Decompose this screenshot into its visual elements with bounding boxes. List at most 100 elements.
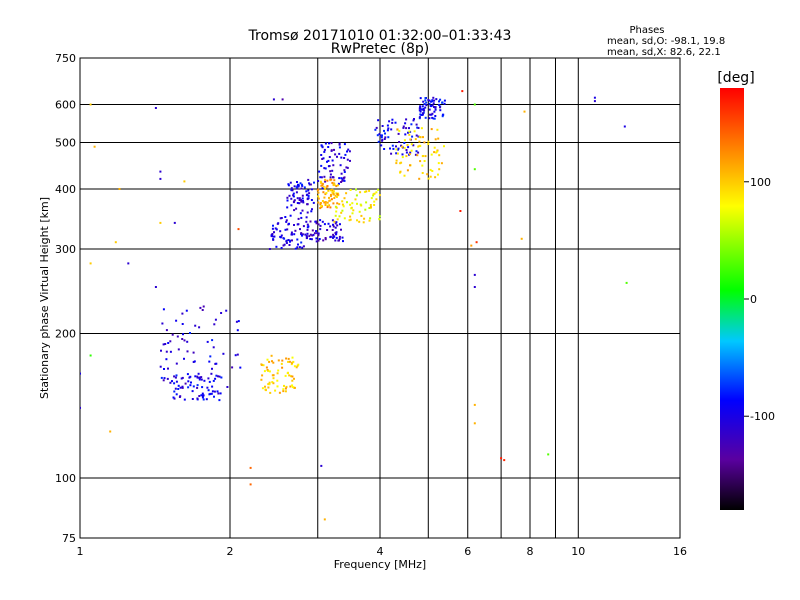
data-point [288,360,291,363]
data-point [318,238,321,240]
data-point [433,146,436,149]
data-point [343,176,346,179]
data-point [368,207,371,209]
data-point [286,196,289,199]
data-point [340,156,343,159]
data-point [429,113,431,116]
data-point [332,190,335,193]
data-point [407,146,410,149]
data-point [319,176,322,179]
data-point [358,220,361,223]
data-point [520,237,523,240]
data-point [296,202,299,204]
data-point [428,99,431,102]
data-point [395,145,397,148]
data-point [292,194,295,197]
data-point [433,99,436,102]
data-point [290,189,293,192]
data-point [225,309,228,312]
data-point [312,201,315,204]
data-point [186,350,189,353]
data-point [261,387,264,390]
data-point [317,195,320,198]
data-point [306,228,309,231]
data-point [401,153,404,156]
data-point [336,202,339,205]
data-point [332,202,335,205]
data-point [301,184,304,187]
data-point [327,189,330,192]
data-point [327,159,330,162]
data-point [206,340,209,343]
data-point [334,239,337,242]
data-point [296,246,299,249]
data-point [387,127,390,130]
data-point [380,136,383,139]
data-point [593,96,596,99]
data-point [159,365,162,368]
data-point [89,262,92,265]
data-point [272,98,275,101]
data-point [330,198,333,201]
data-point [334,194,337,197]
data-point [290,197,293,200]
data-point [330,149,333,152]
data-point [341,200,344,203]
y-tick-label: 300 [55,243,76,256]
data-point [391,118,394,121]
data-point [349,218,352,221]
data-point [408,153,411,156]
data-points [80,90,628,521]
data-point [335,233,337,236]
data-point [332,233,335,236]
data-point [268,381,271,384]
data-point [218,375,221,378]
data-point [284,216,287,218]
data-point [415,150,418,153]
data-point [419,160,422,163]
data-point [360,214,363,217]
data-point [201,394,204,397]
data-point [625,281,628,284]
data-point [295,366,298,369]
data-point [167,367,169,370]
data-point [289,181,292,184]
data-point [410,149,413,152]
x-tick-label: 8 [527,545,534,558]
data-point [411,135,414,138]
data-point [197,372,200,375]
data-point [165,358,168,361]
data-point [395,159,398,162]
data-point [421,113,424,116]
data-point [276,372,279,375]
data-point [378,218,381,221]
data-point [181,385,184,388]
data-point [325,192,328,194]
data-point [311,229,314,232]
x-tick-label: 2 [227,545,234,558]
data-point [334,214,337,217]
data-point [198,378,201,381]
data-point [297,243,299,246]
data-point [362,221,365,224]
data-point [321,145,324,148]
data-point [293,224,295,226]
colorbar-tick-label: 0 [750,293,757,306]
data-point [334,153,337,156]
data-point [211,339,214,342]
data-point [422,100,425,103]
data-point [287,371,289,374]
data-point [300,200,303,203]
data-point [402,126,405,129]
data-point [331,169,334,172]
data-point [211,367,213,370]
data-point [329,195,332,198]
data-point [201,386,204,389]
data-point [162,343,165,346]
data-point [336,155,338,158]
data-point [341,178,344,181]
data-point [275,245,278,248]
data-point [307,195,310,197]
data-point [431,170,434,172]
data-point [369,205,372,208]
